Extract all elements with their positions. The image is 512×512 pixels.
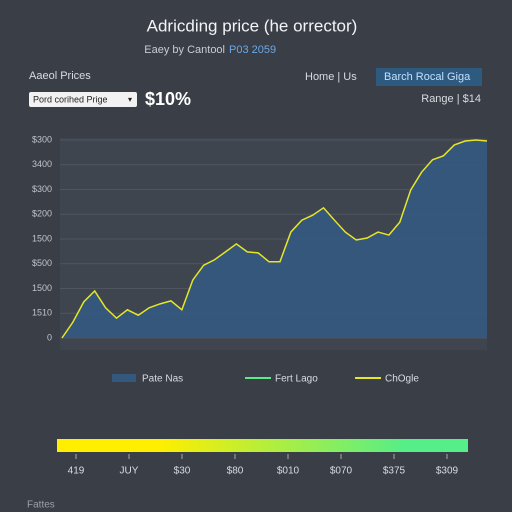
- nav[interactable]: Home | Us: [305, 71, 357, 83]
- timeline-label: 419: [68, 466, 85, 477]
- timeline-bar: [57, 439, 468, 452]
- y-tick-label: $300: [32, 134, 52, 144]
- timeline-label: $80: [227, 466, 244, 477]
- legend-label: Fert Lago: [275, 374, 318, 385]
- area: [62, 140, 487, 338]
- y-tick-label: 0: [47, 332, 52, 342]
- y-tick-label: $500: [32, 258, 52, 268]
- y-tick-label: 1500: [32, 283, 52, 293]
- range: Range | $14: [421, 93, 481, 105]
- button[interactable]: [376, 68, 482, 86]
- price: $10%: [145, 89, 191, 109]
- y-tick-label: $300: [32, 184, 52, 194]
- timeline-label: $010: [277, 466, 300, 477]
- timeline-label: $30: [174, 466, 191, 477]
- timeline-label: $375: [383, 466, 406, 477]
- timeline-label: JUY: [120, 466, 139, 477]
- subtitle: Eaey by Cantool: [144, 44, 225, 56]
- legend-label: Pate Nas: [142, 374, 183, 385]
- title: Adricding price (he orrector): [147, 16, 358, 35]
- subtitle-link[interactable]: P03 2059: [229, 44, 276, 56]
- y-tick-label: 3400: [32, 159, 52, 169]
- button-text: Barch Rocal Giga: [384, 71, 471, 83]
- legend-swatch: [112, 374, 136, 382]
- footer: Fattes: [27, 500, 55, 511]
- dropdown[interactable]: [29, 92, 137, 107]
- timeline-label: $309: [436, 466, 459, 477]
- dropdown-text: Pord corihed Prige: [33, 94, 108, 104]
- timeline-label: $070: [330, 466, 353, 477]
- legend-label: ChOgle: [385, 374, 419, 385]
- y-tick-label: 1510: [32, 308, 52, 318]
- section-label: Aaeol Prices: [29, 70, 91, 82]
- area-line: [61, 139, 488, 339]
- dropdown-arrow: ▾: [128, 95, 132, 104]
- y-tick-label: $200: [32, 209, 52, 219]
- y-tick-label: 1500: [32, 233, 52, 243]
